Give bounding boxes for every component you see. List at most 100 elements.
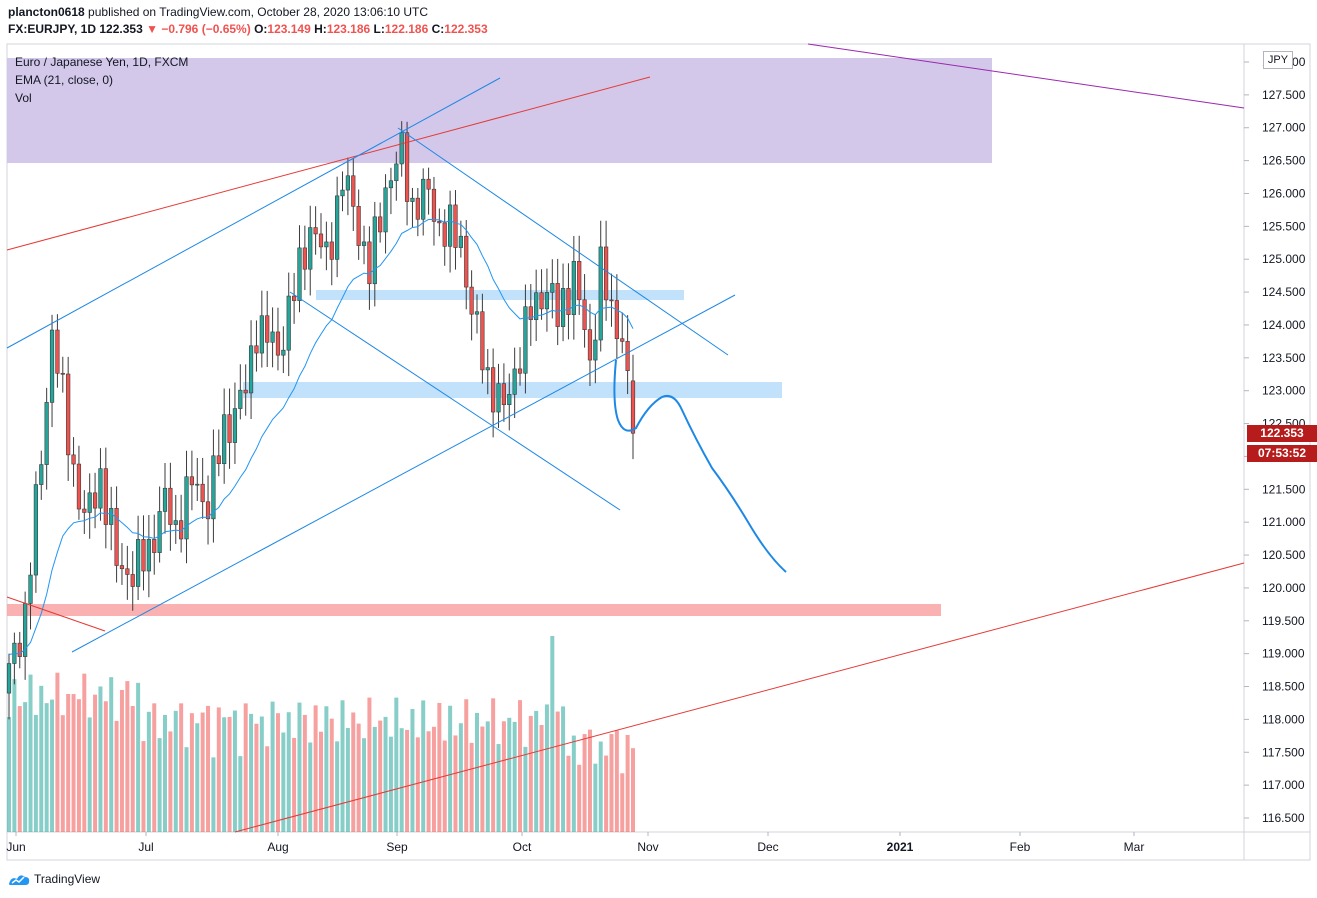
candle-body [464, 235, 469, 288]
candle-body [270, 331, 275, 343]
x-tick-label: Nov [637, 840, 658, 854]
channel-lower-line [71, 294, 736, 653]
candle-body [76, 463, 82, 510]
volume-bar [270, 701, 275, 832]
volume-bar [50, 699, 55, 832]
footer-logo-text: TradingView [34, 872, 101, 886]
low-value: 122.186 [384, 22, 429, 36]
volume-bar [227, 716, 232, 832]
y-tick-label: 124.000 [1262, 318, 1306, 332]
candle-body [367, 241, 372, 285]
candle-body [130, 574, 135, 587]
volume-bar [485, 721, 490, 832]
volume-bar [399, 728, 404, 832]
volume-bar [125, 681, 130, 832]
volume-bar [604, 755, 609, 832]
candle-body [507, 394, 512, 406]
volume-bar [82, 673, 87, 832]
high-label: H: [314, 22, 327, 36]
candle-body [555, 283, 560, 327]
candle-body [324, 241, 329, 248]
volume-bar [507, 717, 512, 832]
volume-bar [378, 720, 383, 832]
volume-bar [609, 734, 614, 832]
candle-body [157, 511, 162, 553]
candle-body [496, 383, 501, 413]
candle-body [399, 132, 404, 165]
candle-body [136, 539, 141, 587]
legend-ema: EMA (21, close, 0) [15, 73, 114, 87]
volume-bar [173, 710, 178, 832]
trendline-red-lower [234, 562, 1245, 833]
open-value: 123.149 [267, 22, 311, 36]
volume-bar [136, 682, 141, 832]
volume-bar [71, 694, 76, 832]
y-tick-label: 119.000 [1262, 647, 1305, 661]
supply-zone-upper [316, 290, 684, 300]
volume-bar [254, 723, 259, 832]
volume-bar [23, 702, 28, 832]
candle-body [200, 483, 205, 503]
candle-body [388, 180, 394, 189]
volume-bar [587, 729, 592, 832]
candle-body [297, 247, 302, 301]
volume-bar [394, 697, 399, 832]
volume-bar [195, 723, 200, 832]
close-value: 122.353 [444, 22, 488, 36]
candle-body [227, 414, 232, 443]
candle-body [222, 414, 227, 464]
volume-bar [60, 715, 65, 832]
candle-body [125, 568, 130, 575]
candle-body [87, 492, 92, 513]
volume-bar [469, 742, 474, 832]
candle-body [356, 206, 361, 246]
volume-bar [372, 726, 377, 832]
symbol-label: FX:EURJPY, 1D [8, 22, 97, 36]
candle-body [33, 484, 38, 576]
y-tick-label: 127.000 [1262, 121, 1306, 135]
candle-body [248, 345, 254, 394]
volume-bar [512, 721, 517, 832]
volume-bar [93, 694, 98, 832]
volume-bar [141, 741, 146, 832]
volume-bar [12, 679, 17, 832]
candle-body [162, 487, 168, 512]
open-label: O: [254, 22, 268, 36]
x-tick-label: Aug [267, 840, 288, 854]
x-tick-label: Mar [1124, 840, 1145, 854]
candle-body [259, 315, 264, 354]
legend-vol: Vol [15, 91, 32, 105]
volume-bar [168, 731, 173, 832]
candle-body [491, 367, 496, 413]
wedge-upper-line [397, 127, 729, 356]
x-tick-label: Jun [6, 840, 25, 854]
volume-bar [555, 711, 560, 832]
ema-line [8, 218, 634, 655]
tradingview-logo-icon [9, 875, 30, 885]
currency-badge[interactable]: JPY [1263, 51, 1293, 69]
volume-bar [163, 714, 167, 832]
candle-body [448, 204, 453, 247]
volume-bar [501, 721, 506, 832]
candle-body [98, 468, 103, 509]
publisher-name[interactable]: plancton0618 [8, 5, 85, 19]
candle-body [184, 476, 189, 540]
candle-body [501, 383, 506, 406]
y-tick-label: 120.000 [1262, 581, 1306, 595]
volume-bar [464, 699, 469, 832]
volume-bar [383, 716, 388, 832]
candle-body [28, 574, 33, 604]
x-tick-label: 2021 [887, 840, 914, 854]
candle-body [361, 241, 367, 246]
candle-body [335, 195, 340, 260]
candle-body [437, 221, 442, 224]
volume-bar [286, 712, 291, 832]
candle-body [517, 368, 523, 374]
candle-body [351, 175, 356, 207]
channel-upper-line [6, 77, 501, 349]
footer-brand[interactable]: TradingView [8, 872, 100, 886]
candle-body [512, 368, 517, 395]
candle-body [71, 454, 76, 465]
legend-symbol: Euro / Japanese Yen, 1D, FXCM [15, 55, 189, 69]
